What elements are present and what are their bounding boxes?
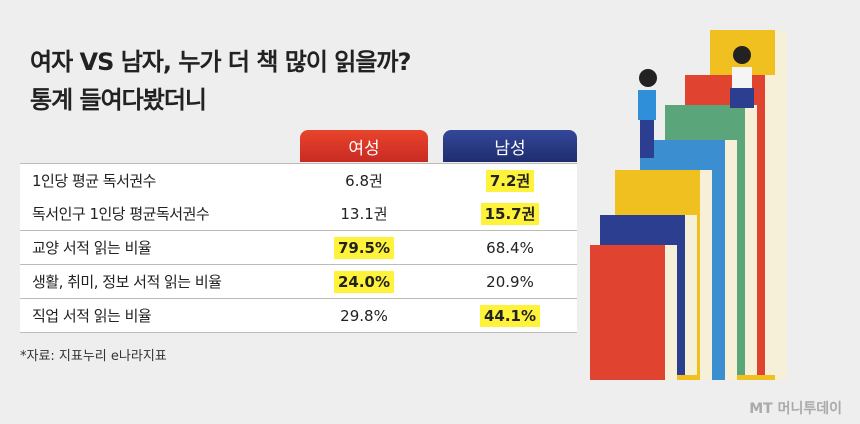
- table-cell: 79.5%: [304, 236, 424, 259]
- illustration: [590, 30, 787, 380]
- table-row: 직업 서적 읽는 비율 29.8% 44.1%: [20, 299, 577, 333]
- cell-value: 13.1권: [340, 205, 388, 223]
- row-label: 직업 서적 읽는 비율: [32, 307, 152, 325]
- table-row: 교양 서적 읽는 비율 79.5% 68.4%: [20, 231, 577, 265]
- table-row: 독서인구 1인당 평균독서권수 13.1권 15.7권: [20, 197, 577, 231]
- table-row: 1인당 평균 독서권수 6.8권 7.2권: [20, 163, 577, 198]
- watermark: MT 머니투데이: [749, 401, 842, 417]
- table-cell: 68.4%: [450, 239, 570, 257]
- table-cell: 15.7권: [450, 203, 570, 225]
- table-cell: 20.9%: [450, 273, 570, 291]
- row-label: 1인당 평균 독서권수: [32, 172, 156, 190]
- table-cell: 13.1권: [304, 203, 424, 224]
- row-label: 독서인구 1인당 평균독서권수: [32, 205, 210, 223]
- cell-value: 6.8권: [345, 172, 383, 190]
- cell-value: 24.0%: [333, 270, 395, 293]
- title: 여자 VS 남자, 누가 더 책 많이 읽을까?: [30, 48, 411, 76]
- table-cell: 44.1%: [450, 304, 570, 327]
- row-label: 생활, 취미, 정보 서적 읽는 비율: [32, 273, 222, 291]
- table-cell: 6.8권: [304, 170, 424, 191]
- cell-value: 7.2권: [485, 170, 535, 192]
- column-header: 여성: [300, 130, 428, 162]
- table-row: 생활, 취미, 정보 서적 읽는 비율 24.0% 20.9%: [20, 265, 577, 299]
- table-cell: 7.2권: [450, 170, 570, 192]
- title: 통계 들여다봤더니: [30, 86, 207, 114]
- source: *자료: 지표누리 e나라지표: [20, 349, 167, 364]
- table-cell: 24.0%: [304, 270, 424, 293]
- cell-value: 44.1%: [479, 304, 541, 327]
- cell-value: 29.8%: [340, 306, 388, 325]
- cell-value: 20.9%: [486, 272, 534, 291]
- cell-value: 68.4%: [486, 238, 534, 257]
- cell-value: 79.5%: [333, 236, 395, 259]
- column-header: 남성: [443, 130, 577, 162]
- row-label: 교양 서적 읽는 비율: [32, 239, 152, 257]
- table-cell: 29.8%: [304, 307, 424, 325]
- cell-value: 15.7권: [480, 203, 540, 225]
